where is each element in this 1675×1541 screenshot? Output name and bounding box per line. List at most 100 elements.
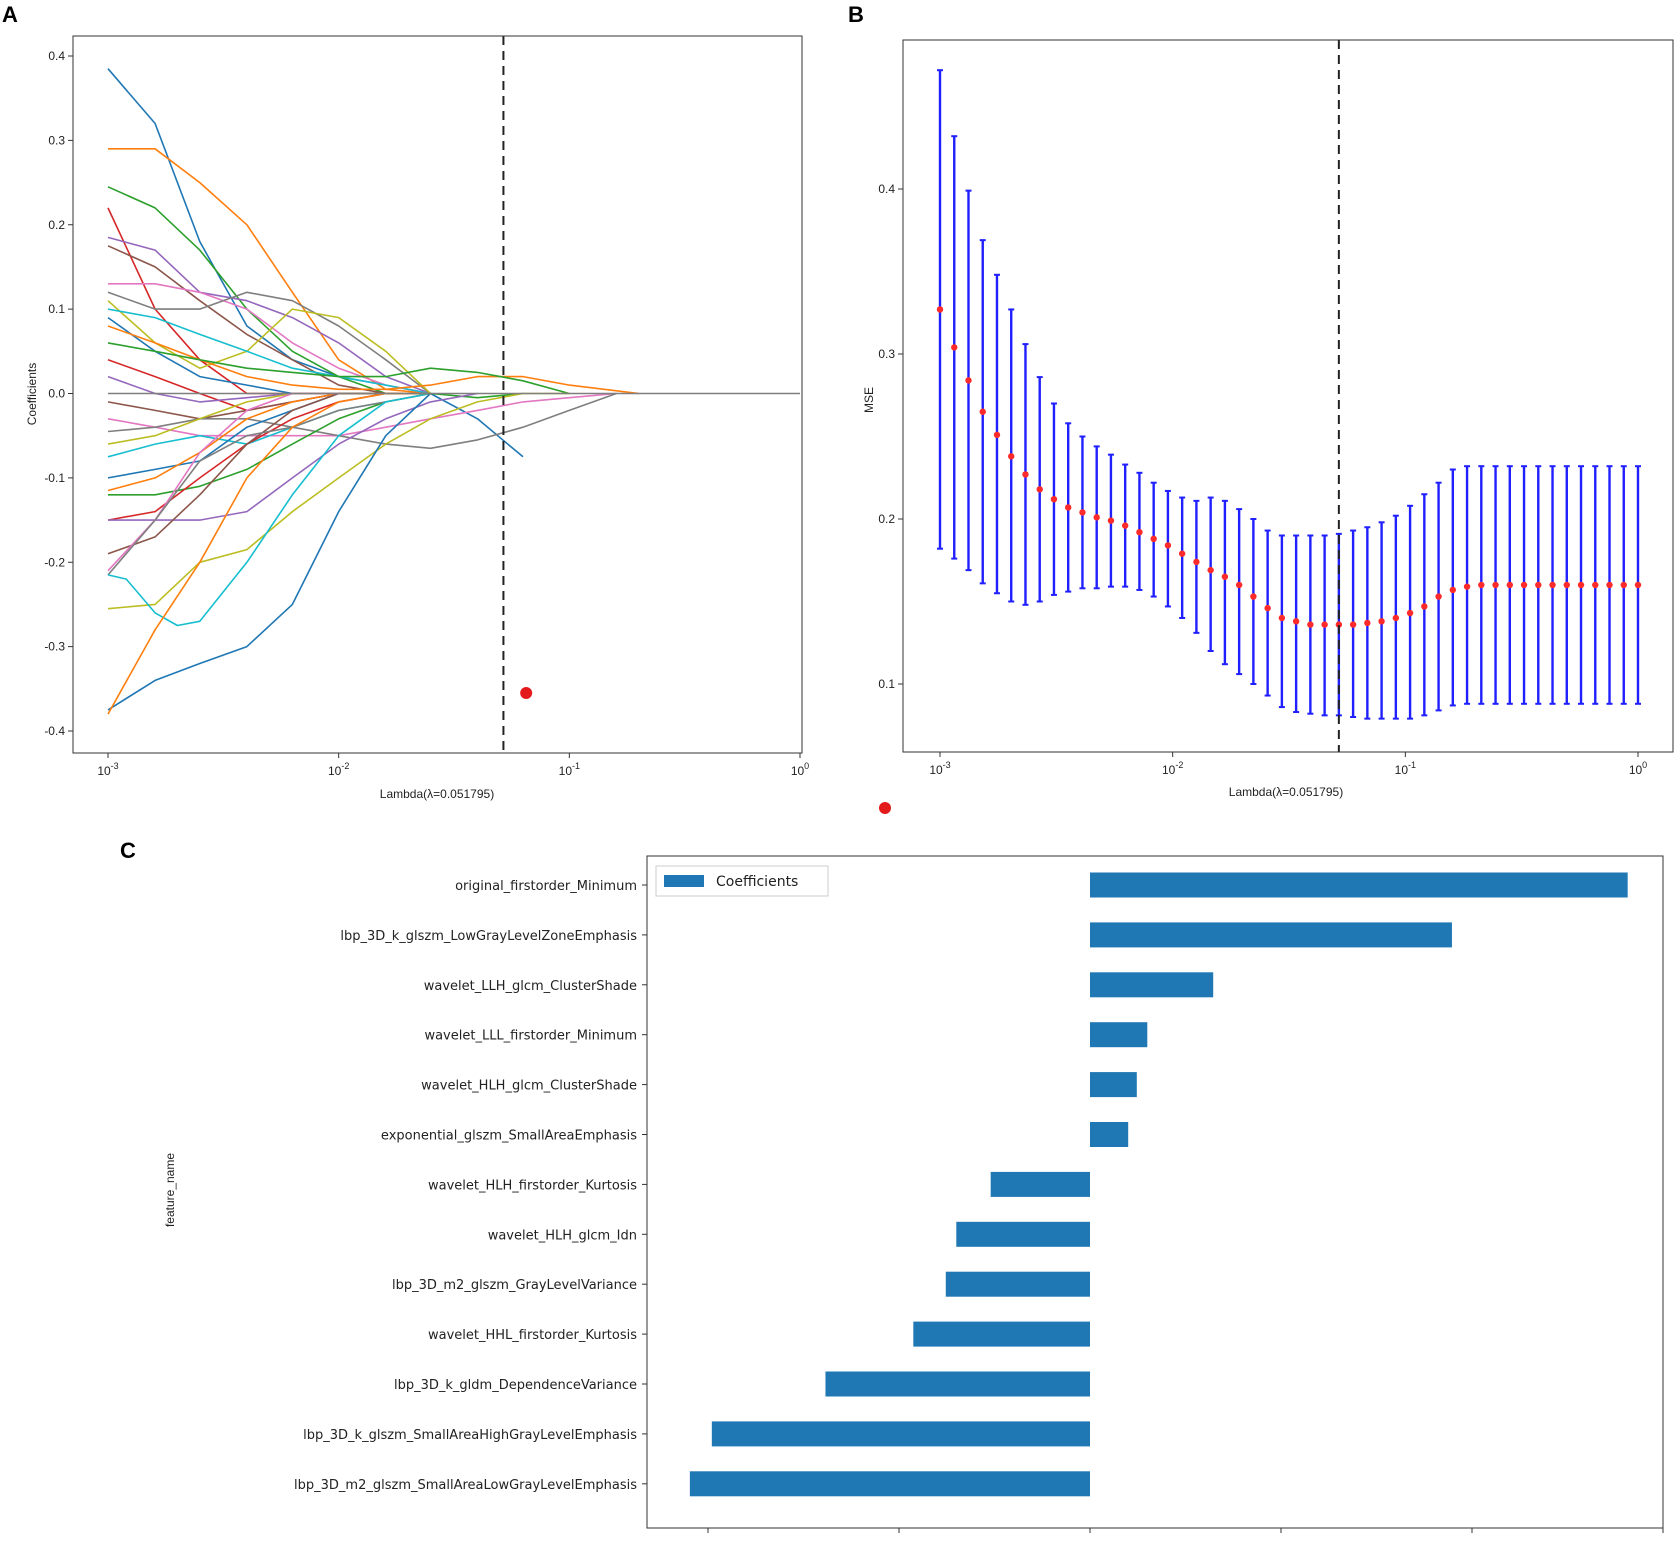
feature-coefficient-bar-chart: original_firstorder_Minimum lbp_3D_k_glsz… [163, 855, 1675, 1541]
tick-exponent: -3 [111, 761, 119, 771]
mse-point [1264, 604, 1271, 612]
x-tick-label: 0.00 [1075, 1539, 1104, 1541]
x-axis-label-a: Lambda(λ=0.051795) [380, 787, 494, 801]
x-tick-label: 100 [1629, 760, 1647, 777]
mse-point [1307, 621, 1314, 628]
coefficient-path [107, 300, 432, 395]
lasso-coefficient-path-chart: 0.40.30.20.10.0-0.1-0.2-0.3-0.4 10-3 10-2… [25, 35, 809, 801]
x-axis-ticks-b: 10-3 10-2 10-1 100 [929, 752, 1647, 777]
coefficient-bars [689, 872, 1628, 1497]
x-tick-label: 10-3 [97, 761, 118, 778]
feature-labels: original_firstorder_Minimum lbp_3D_k_glsz… [294, 879, 647, 1493]
y-axis-ticks-a: 0.4 0.3 0.2 0.1 0.0 -0.1 -0.2 -0.3 -0.4 [44, 49, 73, 738]
coefficient-path [107, 392, 431, 627]
cross-validation-mse-chart: 0.40.30.20.1 10-3 10-2 10-1 100 Lambda(λ=0.… [862, 39, 1674, 814]
y-tick-label: 0.4 [48, 49, 65, 63]
mse-point [1478, 581, 1485, 589]
mse-point [1321, 621, 1328, 628]
feature-label: wavelet_LLL_firstorder_Minimum [424, 1029, 637, 1044]
mse-mean-points [936, 306, 1642, 628]
coefficient-bar [990, 1171, 1090, 1197]
mse-point [1022, 471, 1029, 478]
mse-point [1207, 566, 1214, 574]
mse-point [1634, 581, 1642, 589]
coefficient-bar [1090, 872, 1628, 898]
mse-point [1492, 581, 1499, 589]
tick-exponent: 0 [804, 761, 809, 771]
y-axis-label-c: feature_name [163, 1153, 177, 1227]
mse-point [1520, 581, 1528, 589]
coefficient-path [107, 291, 431, 395]
mse-point [1065, 504, 1072, 511]
coefficient-paths [107, 68, 800, 715]
mse-point [1079, 509, 1086, 516]
mse-point [1449, 586, 1457, 594]
mse-point [1193, 558, 1200, 566]
mse-point [1335, 621, 1343, 628]
mse-point [1563, 581, 1570, 589]
coefficient-path [107, 392, 432, 711]
tick-base: 10 [328, 764, 342, 778]
feature-label: exponential_glszm_SmallAreaEmphasis [381, 1129, 637, 1144]
x-tick-label: 10-1 [559, 761, 580, 778]
mse-point [1221, 573, 1229, 580]
coefficient-path [107, 245, 386, 395]
coefficient-path [107, 392, 617, 450]
y-tick-label: 0.3 [878, 347, 895, 361]
feature-label: wavelet_HLH_firstorder_Kurtosis [428, 1178, 637, 1193]
feature-label: lbp_3D_m2_glszm_SmallAreaLowGrayLevelEmp… [294, 1478, 637, 1493]
y-tick-label: 0.4 [878, 182, 895, 196]
red-dot-marker [520, 687, 533, 700]
coefficient-path [107, 392, 431, 715]
mse-point [1093, 514, 1100, 521]
y-tick-label: -0.4 [44, 724, 65, 738]
x-tick-label: 0.02 [1266, 1539, 1295, 1541]
coefficient-path [107, 392, 617, 437]
mse-point [1107, 517, 1115, 524]
coefficient-bar [1090, 922, 1452, 948]
mse-point [1406, 609, 1414, 617]
tick-base: 10 [1395, 763, 1409, 777]
x-tick-label: -0.02 [882, 1539, 916, 1541]
coefficient-path [107, 342, 570, 395]
coefficient-bar [825, 1371, 1090, 1397]
x-tick-label: 100 [791, 761, 809, 778]
mse-point [1235, 581, 1243, 589]
coefficient-bar [689, 1471, 1090, 1497]
coefficient-bar [1090, 972, 1214, 998]
y-tick-label: 0.2 [878, 512, 895, 526]
feature-label: lbp_3D_m2_glszm_GrayLevelVariance [392, 1278, 637, 1293]
y-tick-label: 0.1 [878, 677, 895, 691]
feature-label: lbp_3D_k_glszm_SmallAreaHighGrayLevelEmp… [303, 1428, 637, 1443]
coefficient-path [107, 308, 431, 395]
y-axis-ticks-b: 0.4 0.3 0.2 0.1 [878, 182, 903, 691]
mse-point [979, 408, 986, 415]
tick-exponent: -1 [572, 761, 580, 771]
feature-label: lbp_3D_k_gldm_DependenceVariance [394, 1378, 637, 1393]
feature-label: wavelet_HLH_glcm_ClusterShade [421, 1079, 637, 1094]
feature-label: wavelet_HHL_firstorder_Kurtosis [428, 1328, 637, 1343]
y-tick-label: -0.1 [44, 471, 65, 485]
mse-point [1435, 593, 1442, 600]
coefficient-path [107, 186, 431, 395]
y-tick-label: 0.1 [48, 302, 65, 316]
mse-point [1364, 619, 1371, 627]
coefficient-bar [945, 1271, 1090, 1297]
tick-exponent: 0 [1642, 760, 1647, 770]
mse-point [1036, 486, 1043, 493]
mse-point [1378, 618, 1385, 625]
plot-frame-a [72, 35, 803, 754]
x-axis-label-b: Lambda(λ=0.051795) [1229, 785, 1343, 799]
mse-point [951, 344, 958, 351]
mse-point [1463, 583, 1471, 590]
mse-point [1164, 542, 1172, 549]
panel-label-a: A [2, 2, 18, 27]
legend-label: Coefficients [716, 874, 798, 890]
mse-point [1421, 603, 1428, 610]
tick-base: 10 [1162, 763, 1176, 777]
coefficient-bar [913, 1321, 1090, 1347]
y-tick-label: 0.0 [48, 387, 65, 401]
mse-point [1178, 550, 1186, 557]
coefficient-bar [1090, 1122, 1129, 1147]
coefficient-bar [956, 1221, 1090, 1247]
